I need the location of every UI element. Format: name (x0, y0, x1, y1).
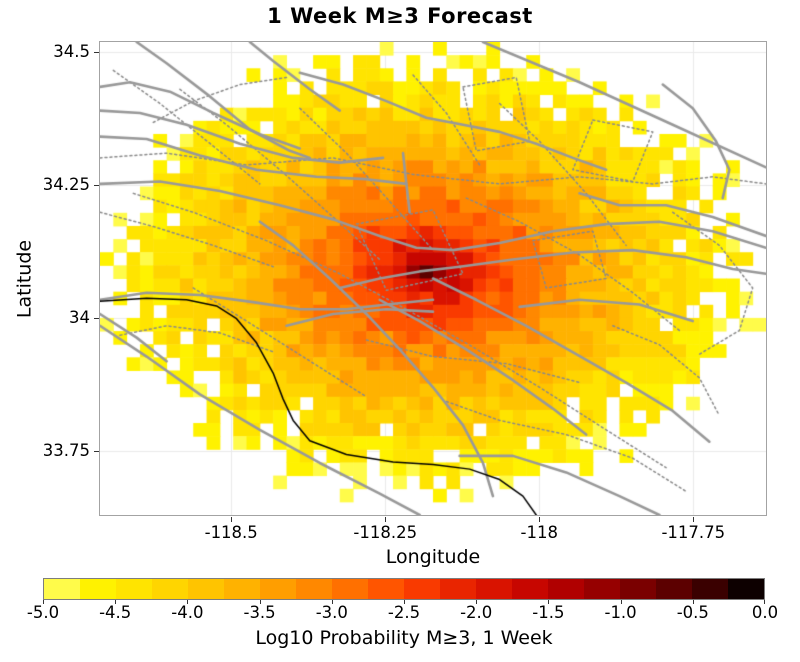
colorbar-segment (296, 579, 332, 599)
y-tick-label: 33.75 (42, 441, 90, 461)
x-tick-mark (539, 516, 541, 522)
x-tick-mark (385, 516, 387, 522)
colorbar-segment (44, 579, 80, 599)
colorbar-segment (728, 579, 764, 599)
colorbar-tick-mark (764, 600, 765, 604)
colorbar-tick-label: -0.5 (676, 603, 709, 622)
colorbar-tick-label: -3.0 (315, 603, 348, 622)
colorbar-tick-label: -2.5 (387, 603, 421, 622)
colorbar-segment (512, 579, 548, 599)
colorbar-segment (368, 579, 404, 599)
colorbar-segment (656, 579, 692, 599)
colorbar-tick-label: -2.0 (460, 603, 493, 622)
colorbar-segment (188, 579, 224, 599)
colorbar-segment (332, 579, 368, 599)
x-tick-label: -117.75 (661, 523, 726, 542)
colorbar-segment (152, 579, 188, 599)
y-tick-mark (93, 318, 99, 320)
colorbar-segment (116, 579, 152, 599)
colorbar-segment (260, 579, 296, 599)
x-tick-label: -118.5 (204, 523, 258, 542)
y-tick-label: 34.5 (53, 42, 90, 62)
colorbar-segment (548, 579, 584, 599)
heatmap-canvas (99, 41, 766, 515)
x-axis-label: Longitude (385, 546, 481, 568)
colorbar-segment (692, 579, 728, 599)
colorbar-tick-mark (43, 600, 44, 604)
colorbar-segment (440, 579, 476, 599)
colorbar-tick-mark (620, 600, 622, 604)
colorbar (43, 578, 765, 600)
y-tick-label: 34 (69, 308, 90, 328)
chart-title: 1 Week M≥3 Forecast (267, 4, 533, 28)
colorbar-segment (476, 579, 512, 599)
y-tick-mark (93, 451, 99, 453)
colorbar-tick-label: -4.0 (171, 603, 204, 622)
colorbar-segment (404, 579, 440, 599)
x-tick-label: -118 (520, 523, 558, 542)
colorbar-tick-mark (548, 600, 550, 604)
colorbar-segment (620, 579, 656, 599)
colorbar-tick-label: -3.5 (243, 603, 276, 622)
colorbar-tick-label: 0.0 (751, 603, 779, 622)
colorbar-tick-label: -4.5 (99, 603, 132, 622)
colorbar-segment (80, 579, 116, 599)
x-tick-mark (231, 516, 233, 522)
colorbar-tick-mark (259, 600, 261, 604)
colorbar-tick-mark (115, 600, 117, 604)
colorbar-tick-mark (404, 600, 405, 604)
colorbar-label: Log10 Probability M≥3, 1 Week (255, 627, 553, 649)
colorbar-tick-mark (476, 600, 478, 604)
y-tick-label: 34.25 (42, 175, 90, 195)
x-tick-label: -118.25 (353, 523, 418, 542)
colorbar-tick-label: -1.0 (604, 603, 637, 622)
y-tick-mark (93, 52, 99, 54)
colorbar-tick-label: -5.0 (26, 603, 60, 622)
map-plot-area (98, 40, 767, 516)
x-tick-mark (693, 516, 695, 522)
colorbar-tick-mark (187, 600, 189, 604)
colorbar-tick-mark (331, 600, 333, 604)
colorbar-tick-mark (692, 600, 694, 604)
colorbar-segment (584, 579, 620, 599)
colorbar-segment (224, 579, 260, 599)
y-tick-mark (93, 185, 99, 187)
colorbar-tick-label: -1.5 (532, 603, 565, 622)
